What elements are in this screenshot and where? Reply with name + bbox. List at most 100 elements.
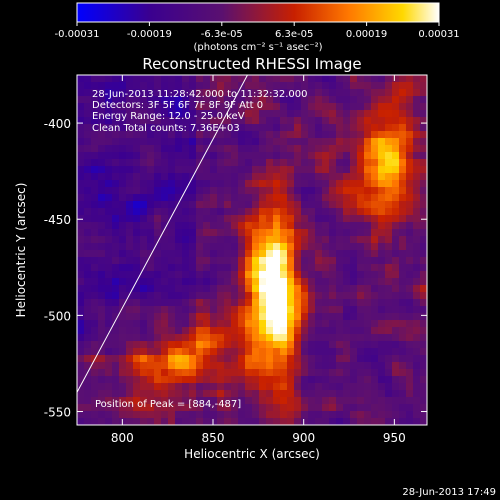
heatmap-cell	[147, 236, 155, 244]
heatmap-cell	[84, 362, 92, 370]
heatmap-cell	[77, 369, 85, 377]
heatmap-cell	[420, 243, 427, 251]
heatmap-cell	[357, 201, 365, 209]
heatmap-cell	[336, 411, 344, 419]
heatmap-cell	[147, 278, 155, 286]
heatmap-cell	[189, 306, 197, 314]
heatmap-cell	[203, 306, 211, 314]
heatmap-cell	[168, 418, 176, 425]
heatmap-cell	[196, 187, 204, 195]
heatmap-cell	[147, 194, 155, 202]
heatmap-cell	[378, 187, 386, 195]
heatmap-cell	[399, 390, 407, 398]
heatmap-cell	[210, 404, 218, 412]
heatmap-cell	[315, 383, 323, 391]
heatmap-cell	[224, 89, 232, 97]
heatmap-cell	[308, 397, 316, 405]
heatmap-cell	[210, 257, 218, 265]
heatmap-cell	[287, 152, 295, 160]
heatmap-cell	[280, 278, 288, 286]
heatmap-cell	[182, 348, 190, 356]
heatmap-cell	[224, 82, 232, 90]
heatmap-cell	[133, 222, 141, 230]
heatmap-cell	[245, 383, 253, 391]
heatmap-cell	[259, 376, 267, 384]
heatmap-cell	[175, 96, 183, 104]
heatmap-cell	[175, 292, 183, 300]
heatmap-cell	[322, 138, 330, 146]
heatmap-cell	[385, 96, 393, 104]
heatmap-cell	[399, 271, 407, 279]
heatmap-cell	[322, 390, 330, 398]
heatmap-cell	[266, 159, 274, 167]
heatmap-cell	[231, 194, 239, 202]
heatmap-cell	[231, 369, 239, 377]
heatmap-cell	[168, 215, 176, 223]
heatmap-cell	[399, 327, 407, 335]
heatmap-cell	[364, 201, 372, 209]
heatmap-cell	[399, 131, 407, 139]
heatmap-cell	[392, 89, 400, 97]
heatmap-cell	[168, 222, 176, 230]
heatmap-cell	[98, 194, 106, 202]
heatmap-cell	[77, 285, 85, 293]
heatmap-cell	[385, 306, 393, 314]
heatmap-cell	[203, 159, 211, 167]
heatmap-cell	[329, 145, 337, 153]
heatmap-cell	[378, 299, 386, 307]
heatmap-cell	[350, 292, 358, 300]
heatmap-cell	[140, 138, 148, 146]
heatmap-cell	[84, 173, 92, 181]
heatmap-cell	[322, 145, 330, 153]
heatmap-cell	[350, 159, 358, 167]
heatmap-cell	[385, 369, 393, 377]
heatmap-cell	[91, 362, 99, 370]
heatmap-cell	[301, 257, 309, 265]
heatmap-cell	[259, 278, 267, 286]
heatmap-cell	[357, 208, 365, 216]
heatmap-cell	[238, 75, 246, 83]
heatmap-cell	[217, 306, 225, 314]
heatmap-cell	[175, 194, 183, 202]
heatmap-cell	[406, 306, 414, 314]
heatmap-cell	[315, 285, 323, 293]
heatmap-cell	[266, 243, 274, 251]
heatmap-cell	[252, 229, 260, 237]
heatmap-cell	[91, 236, 99, 244]
heatmap-cell	[112, 257, 120, 265]
heatmap-cell	[266, 334, 274, 342]
heatmap-cell	[182, 208, 190, 216]
heatmap-cell	[196, 173, 204, 181]
heatmap-cell	[189, 292, 197, 300]
heatmap-cell	[77, 327, 85, 335]
heatmap-cell	[119, 82, 127, 90]
heatmap-cell	[203, 166, 211, 174]
heatmap-cell	[98, 208, 106, 216]
heatmap-cell	[399, 152, 407, 160]
heatmap-cell	[392, 208, 400, 216]
heatmap-cell	[343, 201, 351, 209]
heatmap-cell	[182, 355, 190, 363]
heatmap-cell	[161, 285, 169, 293]
heatmap-cell	[301, 229, 309, 237]
heatmap-cell	[154, 390, 162, 398]
heatmap-cell	[266, 376, 274, 384]
heatmap-cell	[98, 159, 106, 167]
heatmap-cell	[336, 334, 344, 342]
heatmap-cell	[378, 320, 386, 328]
heatmap-cell	[126, 208, 134, 216]
heatmap-cell	[245, 271, 253, 279]
heatmap-cell	[112, 390, 120, 398]
heatmap-cell	[364, 243, 372, 251]
heatmap-cell	[259, 285, 267, 293]
heatmap-cell	[406, 334, 414, 342]
heatmap-cell	[315, 299, 323, 307]
heatmap-cell	[336, 215, 344, 223]
heatmap-cell	[280, 404, 288, 412]
heatmap-cell	[238, 418, 246, 425]
heatmap-cell	[175, 229, 183, 237]
heatmap-cell	[154, 180, 162, 188]
heatmap-cell	[329, 152, 337, 160]
heatmap-cell	[231, 124, 239, 132]
heatmap-cell	[420, 285, 427, 293]
